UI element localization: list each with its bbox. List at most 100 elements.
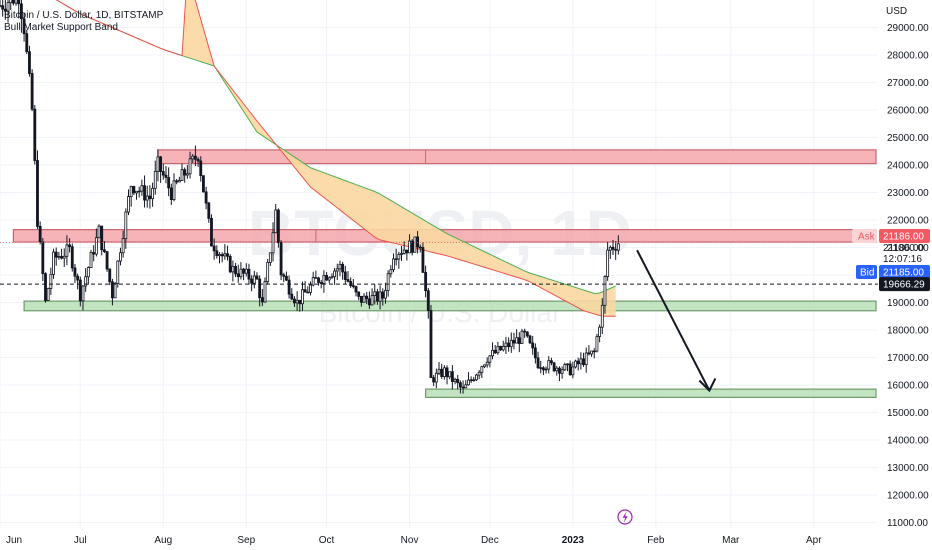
candle: [49, 267, 53, 295]
candlesticks[interactable]: [0, 0, 620, 394]
candle: [359, 295, 363, 307]
price-axis[interactable]: USD 29000.00 28000.00 27000.00 26000.00 2500…: [852, 0, 932, 529]
candle-body: [394, 258, 398, 261]
price-tick-label: 29000.00: [887, 23, 929, 34]
candle: [295, 291, 299, 312]
symbol-title[interactable]: Bitcoin / U.S. Dollar, 1D, BITSTAMP: [4, 10, 164, 21]
candle: [210, 214, 213, 247]
candle-body: [418, 246, 422, 249]
candle-body: [3, 8, 7, 12]
candle: [263, 277, 267, 303]
candle-body: [60, 256, 63, 259]
candle: [504, 336, 508, 354]
candle: [467, 372, 470, 386]
candle-body: [76, 275, 80, 281]
candle-body: [456, 378, 460, 384]
candle-body: [260, 297, 264, 303]
candle-body: [276, 209, 280, 243]
candle-body: [119, 252, 122, 262]
candle: [228, 254, 232, 274]
candle: [499, 345, 502, 351]
candle: [547, 356, 551, 374]
hline-price-tag-bg: [879, 277, 930, 292]
candle-body: [322, 275, 326, 284]
candle-body: [317, 277, 320, 283]
candle: [437, 362, 441, 376]
candle: [247, 263, 251, 285]
candle: [311, 271, 315, 287]
candle: [598, 324, 602, 343]
candle-body: [113, 283, 117, 299]
candle-body: [560, 369, 564, 374]
candle: [38, 221, 42, 245]
candle: [450, 365, 454, 390]
time-tick-label: Feb: [647, 535, 665, 546]
candle-body: [169, 187, 173, 200]
candle: [199, 156, 203, 182]
indicator-label[interactable]: Bull Market Support Band: [4, 22, 118, 33]
candle-body: [376, 291, 379, 302]
candle-body: [448, 371, 452, 378]
candle: [132, 185, 136, 196]
candle-body: [354, 286, 358, 293]
time-axis[interactable]: Jun Jul Aug Sep Oct Nov Dec 2023 Feb Mar Apr: [0, 528, 932, 550]
candle: [614, 241, 618, 260]
candle: [413, 236, 417, 253]
candle: [475, 373, 478, 381]
candle-body: [477, 371, 481, 376]
candle-body: [223, 253, 227, 257]
candle-body: [408, 240, 411, 254]
candle: [341, 261, 345, 280]
candle-body: [140, 185, 144, 192]
candle: [100, 225, 104, 256]
candle: [1, 0, 5, 17]
candle-body: [202, 175, 205, 193]
alert-icon[interactable]: [617, 509, 633, 525]
candle: [266, 258, 270, 285]
candle: [46, 287, 50, 301]
bull-market-support-band[interactable]: [0, 0, 616, 317]
candle: [603, 275, 607, 314]
candle: [207, 201, 211, 223]
candle: [448, 371, 452, 380]
candle-body: [236, 273, 240, 278]
candle-body: [437, 368, 441, 374]
candle-body: [49, 273, 53, 289]
candle-body: [480, 366, 484, 373]
projection-arrow[interactable]: [636, 249, 717, 393]
candle-body: [215, 250, 219, 257]
candle: [202, 175, 205, 193]
candle: [28, 45, 31, 77]
candle: [354, 285, 358, 297]
candle-body: [105, 251, 109, 270]
candle-body: [226, 253, 229, 257]
candle-body: [22, 18, 26, 35]
candle: [381, 288, 385, 306]
candle-body: [212, 245, 216, 252]
candle: [523, 328, 527, 338]
candle-body: [509, 339, 513, 348]
candle-body: [550, 360, 553, 364]
candle: [483, 364, 486, 369]
candle: [541, 366, 545, 376]
candle: [183, 167, 187, 183]
candle: [397, 251, 401, 269]
candle-body: [220, 254, 224, 257]
candle: [469, 376, 473, 384]
candle-body: [314, 277, 318, 279]
candle-body: [515, 337, 519, 344]
candle-body: [555, 367, 559, 372]
candle-body: [36, 160, 39, 227]
candle-body: [102, 249, 106, 252]
candle-body: [279, 242, 283, 276]
candle-body: [327, 277, 331, 281]
candle: [587, 345, 591, 356]
candle-body: [338, 263, 342, 270]
candle: [36, 150, 39, 229]
candle-body: [381, 291, 385, 299]
candle: [159, 156, 163, 183]
candle-body: [306, 291, 310, 294]
candle: [606, 241, 610, 281]
ask-label: Ask: [852, 228, 877, 243]
